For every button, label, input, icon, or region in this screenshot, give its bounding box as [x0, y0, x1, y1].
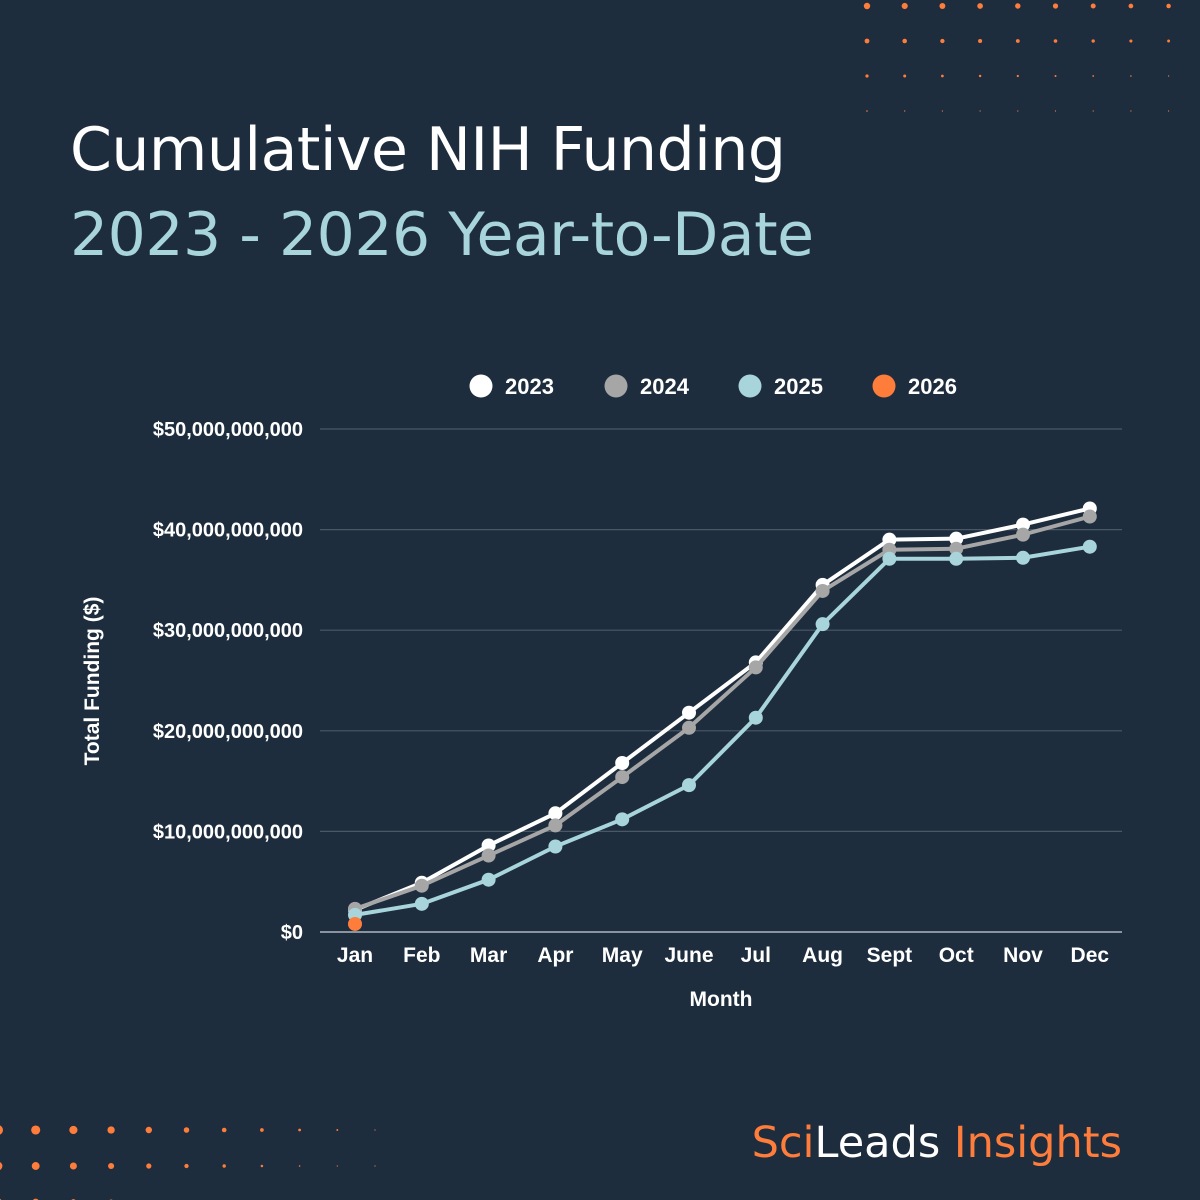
decorative-dots-top-right — [863, 2, 1171, 112]
data-point[interactable] — [481, 848, 496, 863]
brand-part-insights: Insights — [940, 1118, 1122, 1168]
x-tick-label: Sept — [867, 944, 913, 967]
y-tick-label: $10,000,000,000 — [153, 821, 303, 843]
data-point[interactable] — [949, 541, 964, 556]
y-tick-label: $0 — [281, 922, 303, 944]
legend-marker-icon — [469, 374, 493, 398]
data-point[interactable] — [615, 770, 630, 785]
data-point[interactable] — [815, 583, 830, 598]
data-point[interactable] — [748, 710, 763, 725]
legend-item-2023[interactable]: 2023 — [469, 374, 554, 399]
data-series — [348, 501, 1097, 931]
series-2026 — [348, 916, 362, 931]
legend-item-2025[interactable]: 2025 — [738, 374, 823, 399]
series-2023 — [348, 501, 1097, 917]
x-tick-label: June — [664, 944, 713, 967]
brand-logo: SciLeads Insights — [752, 1118, 1122, 1168]
legend-marker-icon — [604, 374, 628, 398]
decorative-dots-bottom-left — [0, 1125, 376, 1200]
legend-marker-icon — [872, 374, 896, 398]
x-axis: Jan Feb Mar Apr May June Jul Aug Sept Oct Nov Dec — [337, 944, 1109, 967]
data-point[interactable] — [481, 872, 496, 887]
data-point[interactable] — [1016, 527, 1030, 542]
chart-subtitle: 2023 - 2026 Year-to-Date — [70, 200, 814, 270]
legend-label: 2024 — [640, 374, 690, 399]
data-point[interactable] — [949, 531, 964, 546]
x-tick-label: Jul — [741, 944, 771, 967]
y-axis: $0 $10,000,000,000 $20,000,000,000 $30,000,… — [153, 419, 303, 944]
data-point[interactable] — [949, 551, 964, 566]
x-tick-label: Nov — [1003, 944, 1043, 967]
data-point[interactable] — [615, 755, 630, 770]
data-point[interactable] — [748, 660, 763, 675]
x-axis-label: Month — [690, 988, 753, 1011]
gridlines — [320, 428, 1122, 933]
y-tick-label: $40,000,000,000 — [153, 520, 303, 542]
y-axis-label: Total Funding ($) — [81, 597, 104, 766]
legend-marker-icon — [738, 374, 762, 398]
data-point[interactable] — [414, 878, 429, 893]
y-tick-label: $20,000,000,000 — [153, 721, 303, 743]
x-tick-label: Apr — [537, 944, 573, 967]
brand-part-leads: Leads — [814, 1118, 941, 1168]
data-point[interactable] — [1016, 550, 1030, 565]
x-tick-label: Mar — [470, 944, 507, 967]
x-tick-label: Dec — [1071, 944, 1110, 967]
x-tick-label: Feb — [403, 944, 440, 967]
data-point[interactable] — [1082, 509, 1097, 524]
data-point[interactable] — [682, 705, 696, 720]
series-line — [354, 514, 1091, 911]
legend-item-2024[interactable]: 2024 — [604, 374, 690, 399]
data-point[interactable] — [882, 551, 897, 566]
data-point[interactable] — [882, 532, 897, 547]
data-point[interactable] — [548, 839, 563, 854]
x-tick-label: Jan — [337, 944, 373, 967]
data-point[interactable] — [682, 778, 696, 793]
chart-title: Cumulative NIH Funding — [70, 115, 786, 185]
legend-item-2026[interactable]: 2026 — [872, 374, 957, 399]
y-tick-label: $30,000,000,000 — [153, 620, 303, 642]
data-point[interactable] — [615, 812, 630, 827]
data-point[interactable] — [481, 838, 496, 853]
data-point[interactable] — [548, 818, 563, 833]
legend-label: 2025 — [774, 374, 823, 399]
legend-label: 2023 — [505, 374, 554, 399]
x-tick-label: May — [602, 944, 643, 967]
x-tick-label: Oct — [939, 944, 974, 967]
data-point[interactable] — [348, 916, 362, 931]
line-chart: 2023 2024 2025 2026 $0 $10,000,000,000 $20,00… — [81, 374, 1122, 1011]
data-point[interactable] — [414, 896, 429, 911]
data-point[interactable] — [682, 720, 696, 735]
series-line — [354, 544, 1091, 917]
data-point[interactable] — [1082, 539, 1097, 554]
chart-legend: 2023 2024 2025 2026 — [469, 374, 957, 399]
brand-part-sci: Sci — [751, 1118, 815, 1168]
series-line — [354, 506, 1091, 912]
legend-label: 2026 — [908, 374, 957, 399]
x-tick-label: Aug — [802, 944, 843, 967]
data-point[interactable] — [815, 617, 830, 632]
data-point[interactable] — [1016, 517, 1030, 532]
y-tick-label: $50,000,000,000 — [153, 419, 303, 441]
series-2024 — [348, 509, 1097, 916]
data-point[interactable] — [548, 806, 563, 821]
